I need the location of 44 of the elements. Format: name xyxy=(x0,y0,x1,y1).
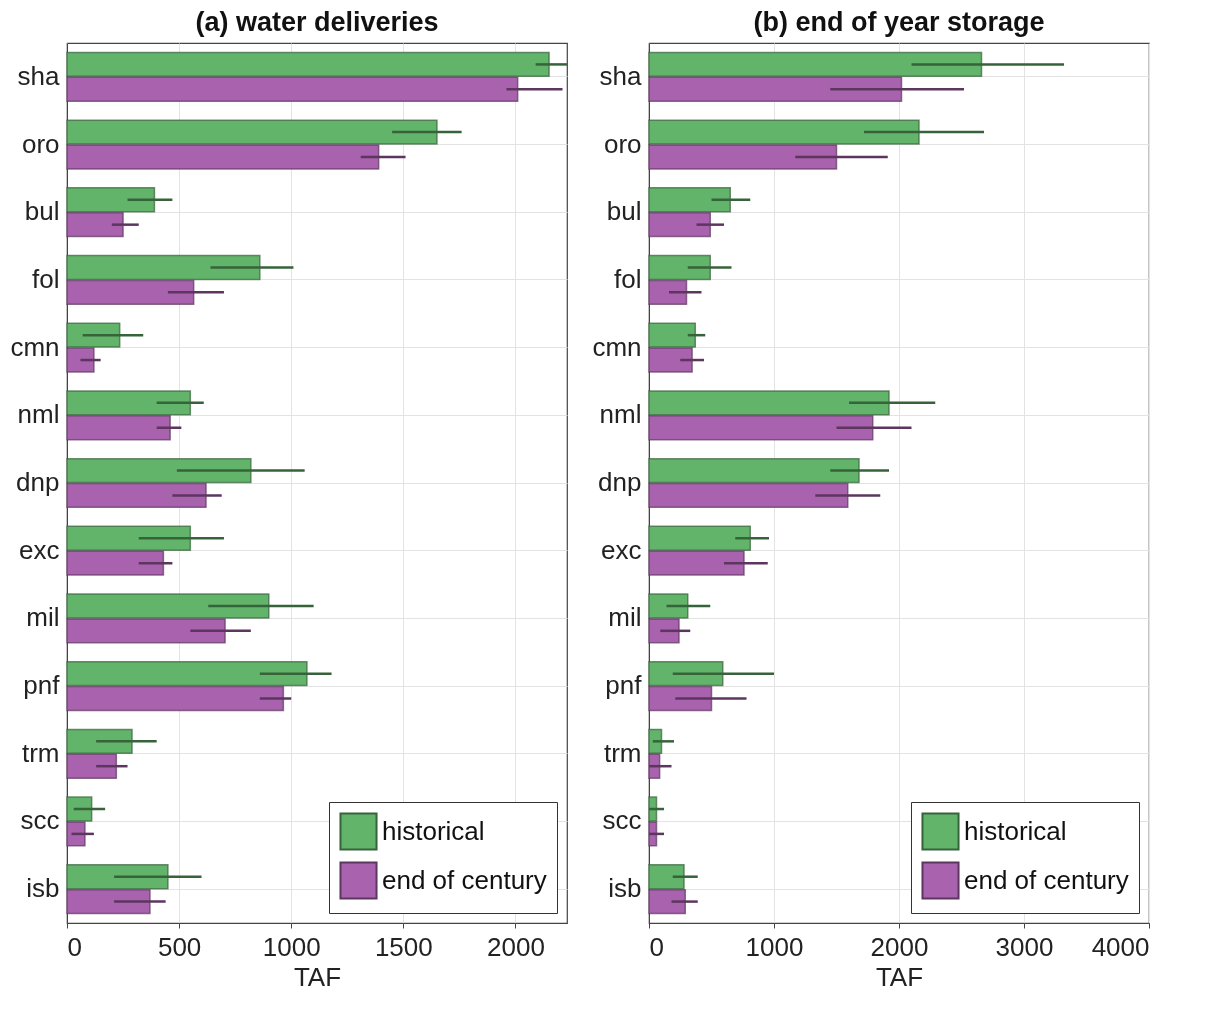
y-tick-label: scc xyxy=(602,805,642,836)
y-tick-label: bul xyxy=(24,196,60,227)
y-tick-label: cmn xyxy=(10,331,60,362)
legend-label: historical xyxy=(382,815,485,846)
y-tick-label: dnp xyxy=(16,467,60,497)
y-tick-label: nml xyxy=(599,399,642,430)
y-tick-label: oro xyxy=(603,128,642,159)
legend-label: end of century xyxy=(382,864,547,895)
x-tick-label: 1000 xyxy=(262,931,321,962)
x-tick-label: 500 xyxy=(157,931,202,962)
y-tick-label: isb xyxy=(608,873,642,904)
y-tick-label: trm xyxy=(21,737,60,768)
y-tick-label: fol xyxy=(614,263,642,294)
y-tick-label: pnf xyxy=(605,670,643,701)
x-tick-label: 0 xyxy=(67,931,82,962)
legend-label: historical xyxy=(964,815,1067,846)
y-tick-label: scc xyxy=(20,805,60,836)
x-tick-label: 0 xyxy=(649,931,664,962)
y-tick-label: pnf xyxy=(23,670,61,701)
chart-title: (b) end of year storage xyxy=(753,7,1045,37)
y-tick-label: dnp xyxy=(598,467,642,497)
y-tick-label: exc xyxy=(601,534,642,565)
legend-label: end of century xyxy=(964,864,1129,895)
x-tick-label: 2000 xyxy=(870,931,929,962)
x-tick-label: 1000 xyxy=(745,931,804,962)
y-tick-label: nml xyxy=(17,399,60,430)
y-tick-label: mil xyxy=(26,602,60,633)
y-tick-label: isb xyxy=(26,873,60,904)
x-axis-title: TAF xyxy=(875,961,924,992)
y-tick-label: trm xyxy=(603,737,642,768)
y-tick-label: oro xyxy=(21,128,60,159)
y-tick-label: cmn xyxy=(592,331,642,362)
y-tick-label: fol xyxy=(32,263,60,294)
y-tick-label: exc xyxy=(19,534,60,565)
y-tick-label: bul xyxy=(606,196,642,227)
x-tick-label: 3000 xyxy=(995,931,1054,962)
y-tick-label: sha xyxy=(599,60,643,91)
y-tick-label: mil xyxy=(608,602,642,633)
y-tick-label: sha xyxy=(17,60,61,91)
x-tick-label: 2000 xyxy=(487,931,545,962)
x-tick-label: 4000 xyxy=(1091,931,1150,962)
x-axis-title: TAF xyxy=(293,961,342,992)
x-tick-label: 1500 xyxy=(374,931,433,962)
chart-title: (a) water deliveries xyxy=(195,7,439,37)
